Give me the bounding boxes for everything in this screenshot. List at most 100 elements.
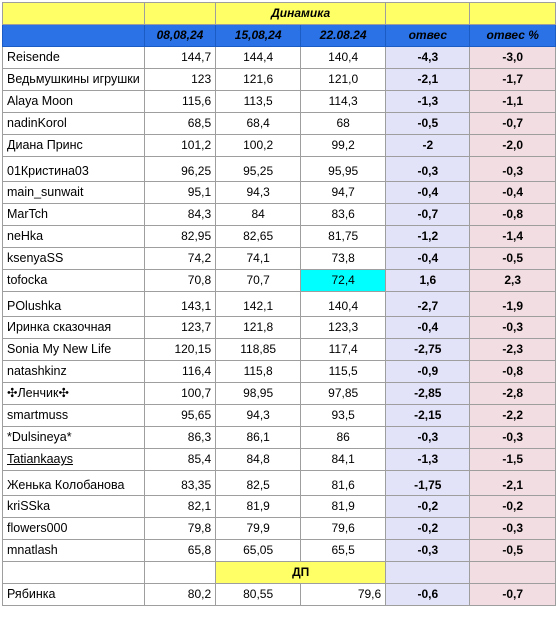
- row-otves-percent: -0,7: [469, 112, 556, 135]
- row-weight-1: 82,1: [143, 495, 217, 518]
- table-row: tofocka 70,8 70,7 72,4 1,6 2,3: [2, 269, 556, 292]
- row-weight-2: 94,3: [215, 181, 302, 204]
- section-label: ДП: [215, 561, 387, 584]
- row-weight-1: 144,7: [143, 46, 217, 69]
- table-row: MarTch 84,3 84 83,6 -0,7 -0,8: [2, 203, 556, 226]
- row-weight-1: 95,1: [143, 181, 217, 204]
- header-date-1: 08,08,24: [143, 24, 217, 47]
- weight-dynamics-table: Динамика 08,08,24 15,08,24 22.08.24 отве…: [2, 2, 556, 606]
- row-weight-3: 95,95: [300, 156, 387, 182]
- row-weight-1: 84,3: [143, 203, 217, 226]
- table-row: Женька Колобанова 83,35 82,5 81,6 -1,75 -2,1: [2, 470, 556, 496]
- row-weight-3: 99,2: [300, 134, 387, 157]
- header-name: [2, 24, 145, 47]
- row-otves: -1,75: [385, 470, 471, 496]
- title-blank-cell: [2, 2, 145, 25]
- row-weight-2: 74,1: [215, 247, 302, 270]
- row-otves-percent: -0,5: [469, 539, 556, 562]
- row-otves-percent: -0,3: [469, 517, 556, 540]
- row-weight-1: 101,2: [143, 134, 217, 157]
- row-weight-2: 82,65: [215, 225, 302, 248]
- row-weight-1: 74,2: [143, 247, 217, 270]
- row-weight-3: 68: [300, 112, 387, 135]
- row-weight-2: 98,95: [215, 382, 302, 405]
- row-weight-2: 113,5: [215, 90, 302, 113]
- row-name: tofocka: [2, 269, 145, 292]
- row-weight-3: 81,6: [300, 470, 387, 496]
- row-weight-1: 123,7: [143, 316, 217, 339]
- row-weight-3: 81,9: [300, 495, 387, 518]
- row-weight-2: 82,5: [215, 470, 302, 496]
- row-name: mnatlash: [2, 539, 145, 562]
- row-name: main_sunwait: [2, 181, 145, 204]
- row-name: kriSSka: [2, 495, 145, 518]
- row-weight-2: 121,6: [215, 68, 302, 91]
- row-name: Alaya Moon: [2, 90, 145, 113]
- row-weight-3: 84,1: [300, 448, 387, 471]
- row-name: Reisende: [2, 46, 145, 69]
- row-otves: -2,15: [385, 404, 471, 427]
- row-weight-3: 94,7: [300, 181, 387, 204]
- row-otves-percent: -2,0: [469, 134, 556, 157]
- table-row: POlushka 143,1 142,1 140,4 -2,7 -1,9: [2, 291, 556, 317]
- row-otves-percent: -0,8: [469, 203, 556, 226]
- row-otves-percent: -2,8: [469, 382, 556, 405]
- row-weight-2: 84,8: [215, 448, 302, 471]
- title-blank-cell: [385, 2, 471, 25]
- row-weight-3: 79,6: [300, 583, 387, 606]
- table-row: ✣Ленчик✣ 100,7 98,95 97,85 -2,85 -2,8: [2, 382, 556, 405]
- row-weight-1: 80,2: [143, 583, 217, 606]
- row-name: Sonia My New Life: [2, 338, 145, 361]
- header-date-2: 15,08,24: [215, 24, 302, 47]
- row-otves: -1,3: [385, 448, 471, 471]
- row-weight-2: 68,4: [215, 112, 302, 135]
- row-weight-3: 79,6: [300, 517, 387, 540]
- row-weight-1: 70,8: [143, 269, 217, 292]
- row-weight-3: 81,75: [300, 225, 387, 248]
- row-weight-3: 93,5: [300, 404, 387, 427]
- title-row: Динамика: [2, 2, 556, 25]
- row-otves: -1,2: [385, 225, 471, 248]
- row-weight-2: 144,4: [215, 46, 302, 69]
- row-weight-2: 115,8: [215, 360, 302, 383]
- row-weight-2: 81,9: [215, 495, 302, 518]
- row-weight-3: 97,85: [300, 382, 387, 405]
- row-name: POlushka: [2, 291, 145, 317]
- table-row: flowers000 79,8 79,9 79,6 -0,2 -0,3: [2, 517, 556, 540]
- table-row: natashkinz 116,4 115,8 115,5 -0,9 -0,8: [2, 360, 556, 383]
- row-weight-1: 83,35: [143, 470, 217, 496]
- row-weight-1: 68,5: [143, 112, 217, 135]
- row-weight-3: 121,0: [300, 68, 387, 91]
- row-otves: -0,3: [385, 156, 471, 182]
- row-name: Диана Принс: [2, 134, 145, 157]
- row-weight-3: 117,4: [300, 338, 387, 361]
- table-row: smartmuss 95,65 94,3 93,5 -2,15 -2,2: [2, 404, 556, 427]
- row-weight-2: 121,8: [215, 316, 302, 339]
- row-weight-1: 85,4: [143, 448, 217, 471]
- row-otves-percent: -0,5: [469, 247, 556, 270]
- row-name: Рябинка: [2, 583, 145, 606]
- row-otves-percent: -1,7: [469, 68, 556, 91]
- section-row: ДП: [2, 561, 556, 584]
- row-otves: -2,7: [385, 291, 471, 317]
- row-weight-2: 70,7: [215, 269, 302, 292]
- row-weight-2: 84: [215, 203, 302, 226]
- row-otves: -0,6: [385, 583, 471, 606]
- row-otves: -2,75: [385, 338, 471, 361]
- row-name: flowers000: [2, 517, 145, 540]
- row-weight-3: 114,3: [300, 90, 387, 113]
- table-row: Sonia My New Life 120,15 118,85 117,4 -2,75-…: [2, 338, 556, 361]
- row-name: ✣Ленчик✣: [2, 382, 145, 405]
- table-row: ksenyaSS 74,2 74,1 73,8 -0,4 -0,5: [2, 247, 556, 270]
- row-weight-3: 83,6: [300, 203, 387, 226]
- table-row: mnatlash 65,8 65,05 65,5 -0,3 -0,5: [2, 539, 556, 562]
- row-weight-1: 79,8: [143, 517, 217, 540]
- row-weight-2: 118,85: [215, 338, 302, 361]
- row-otves: -2: [385, 134, 471, 157]
- row-weight-3: 140,4: [300, 46, 387, 69]
- row-weight-2: 86,1: [215, 426, 302, 449]
- row-otves: -1,3: [385, 90, 471, 113]
- table-row: neHka 82,95 82,65 81,75 -1,2 -1,4: [2, 225, 556, 248]
- row-weight-1: 123: [143, 68, 217, 91]
- table-row: Ведьмушкины игрушки 123 121,6 121,0 -2,1 -1,7: [2, 68, 556, 91]
